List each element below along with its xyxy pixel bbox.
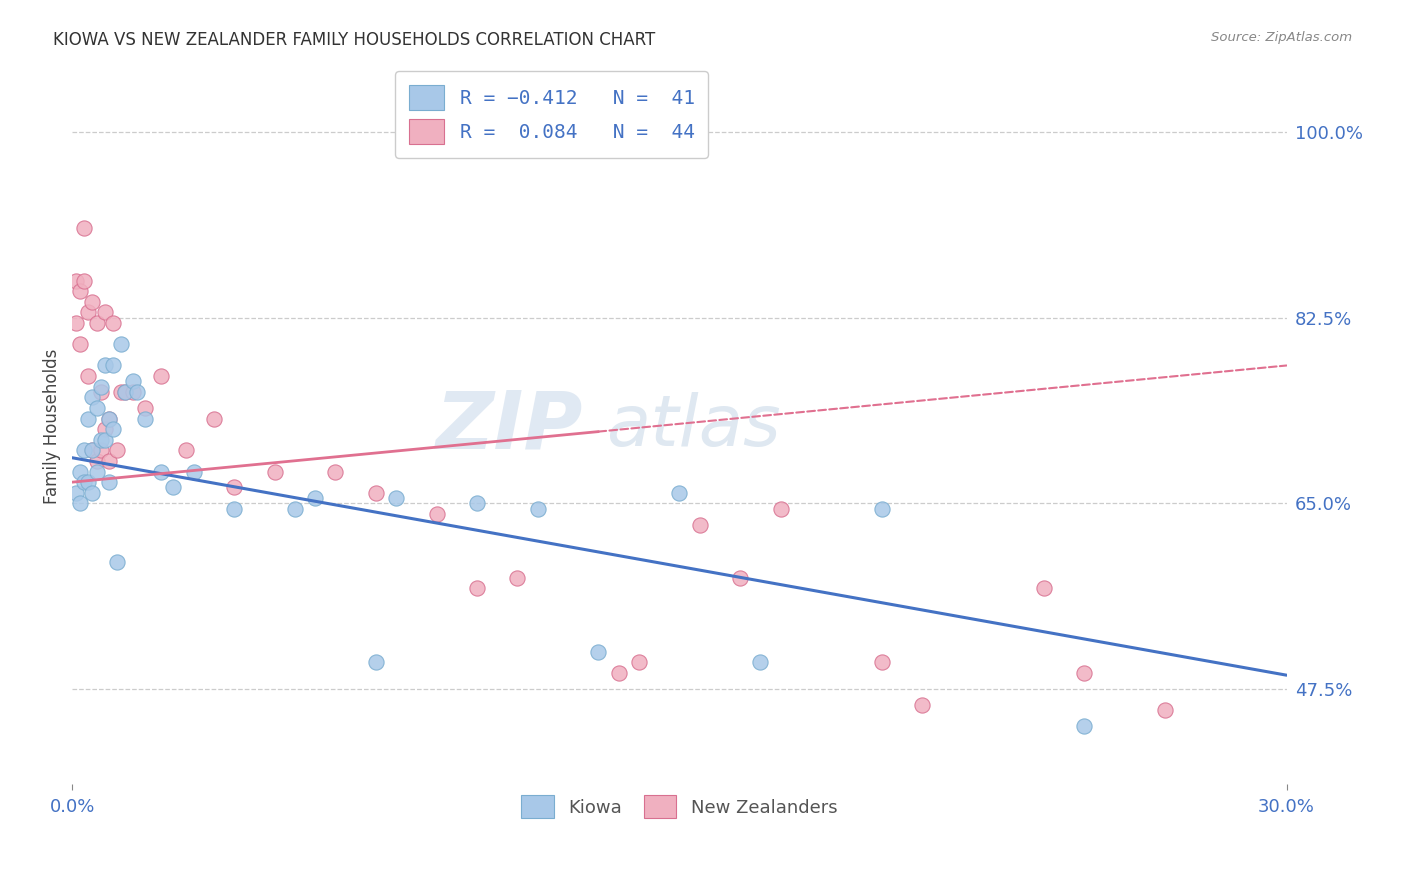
Point: [1073, 666, 1095, 681]
Point: [364, 485, 387, 500]
Point: [97, 411, 120, 425]
Point: [65, 274, 87, 288]
Point: [183, 465, 205, 479]
Text: ZIP: ZIP: [434, 387, 582, 466]
Text: atlas: atlas: [606, 392, 782, 461]
Point: [150, 369, 173, 384]
Point: [101, 316, 124, 330]
Point: [627, 656, 650, 670]
Point: [114, 384, 136, 399]
Point: [122, 384, 145, 399]
Point: [69, 285, 91, 299]
Point: [134, 411, 156, 425]
Point: [134, 401, 156, 415]
Point: [728, 571, 751, 585]
Point: [769, 501, 792, 516]
Point: [325, 465, 347, 479]
Y-axis label: Family Households: Family Households: [44, 349, 60, 504]
Point: [65, 316, 87, 330]
Point: [82, 294, 104, 309]
Point: [69, 496, 91, 510]
Point: [526, 501, 548, 516]
Point: [202, 411, 225, 425]
Point: [86, 316, 108, 330]
Point: [93, 422, 115, 436]
Point: [174, 443, 197, 458]
Point: [364, 656, 387, 670]
Point: [77, 369, 100, 384]
Point: [1032, 581, 1054, 595]
Point: [69, 337, 91, 351]
Point: [73, 220, 96, 235]
Legend: Kiowa, New Zealanders: Kiowa, New Zealanders: [515, 788, 845, 825]
Point: [77, 411, 100, 425]
Point: [86, 401, 108, 415]
Point: [607, 666, 630, 681]
Point: [105, 555, 128, 569]
Point: [97, 454, 120, 468]
Point: [162, 480, 184, 494]
Point: [749, 656, 772, 670]
Point: [506, 571, 529, 585]
Point: [1073, 719, 1095, 733]
Point: [93, 433, 115, 447]
Point: [465, 581, 488, 595]
Point: [150, 465, 173, 479]
Point: [82, 485, 104, 500]
Point: [93, 305, 115, 319]
Point: [73, 443, 96, 458]
Point: [82, 390, 104, 404]
Point: [122, 375, 145, 389]
Point: [110, 384, 132, 399]
Point: [385, 491, 408, 505]
Point: [97, 411, 120, 425]
Point: [101, 359, 124, 373]
Point: [77, 475, 100, 490]
Point: [73, 274, 96, 288]
Point: [125, 384, 148, 399]
Point: [224, 480, 246, 494]
Text: KIOWA VS NEW ZEALANDER FAMILY HOUSEHOLDS CORRELATION CHART: KIOWA VS NEW ZEALANDER FAMILY HOUSEHOLDS…: [53, 31, 655, 49]
Point: [263, 465, 285, 479]
Point: [86, 465, 108, 479]
Point: [304, 491, 326, 505]
Point: [90, 443, 112, 458]
Text: Source: ZipAtlas.com: Source: ZipAtlas.com: [1212, 31, 1353, 45]
Point: [689, 517, 711, 532]
Point: [870, 656, 893, 670]
Point: [69, 465, 91, 479]
Point: [425, 507, 447, 521]
Point: [668, 485, 690, 500]
Point: [82, 443, 104, 458]
Point: [465, 496, 488, 510]
Point: [114, 384, 136, 399]
Point: [110, 337, 132, 351]
Point: [77, 305, 100, 319]
Point: [284, 501, 307, 516]
Point: [105, 443, 128, 458]
Point: [224, 501, 246, 516]
Point: [101, 422, 124, 436]
Point: [90, 384, 112, 399]
Point: [82, 443, 104, 458]
Point: [97, 475, 120, 490]
Point: [911, 698, 934, 712]
Point: [93, 359, 115, 373]
Point: [1154, 703, 1177, 717]
Point: [73, 475, 96, 490]
Point: [86, 454, 108, 468]
Point: [870, 501, 893, 516]
Point: [90, 433, 112, 447]
Point: [90, 380, 112, 394]
Point: [588, 645, 610, 659]
Point: [65, 485, 87, 500]
